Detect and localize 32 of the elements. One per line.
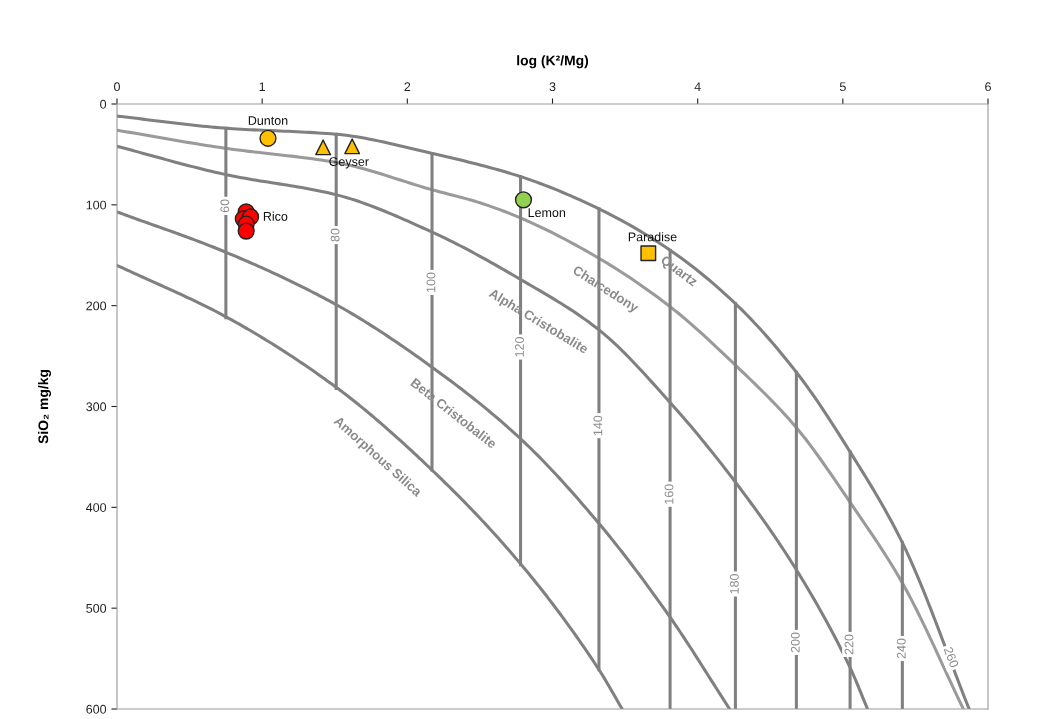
series-label: Geyser	[329, 157, 369, 169]
x-tick-label: 2	[404, 82, 411, 91]
y-tick-label: 100	[86, 200, 107, 210]
annotation: 120	[515, 337, 524, 357]
series-label: Dunton	[248, 116, 288, 125]
x-axis-title: log (K²/Mg)	[517, 55, 589, 69]
annotation: 80	[330, 228, 340, 242]
y-tick-label: 300	[86, 402, 107, 412]
y-tick-label: 200	[86, 301, 107, 311]
annotation: 160	[664, 484, 674, 504]
annotation: 140	[593, 415, 603, 436]
x-tick-label: 0	[114, 82, 120, 92]
y-tick-label: 0	[100, 99, 107, 109]
x-tick-label: 6	[985, 82, 991, 92]
annotation: 100	[426, 272, 436, 292]
x-tick-label: 3	[549, 82, 556, 92]
x-tick-label: 5	[839, 82, 846, 92]
annotation: 60	[220, 199, 230, 213]
series-label: Rico	[263, 211, 288, 221]
x-tick-label: 4	[694, 82, 701, 91]
annotation: 180	[729, 574, 739, 594]
annotation: 220	[844, 634, 854, 655]
x-tick-label: 1	[259, 82, 266, 91]
annotation: 260	[943, 646, 959, 669]
y-tick-label: 500	[86, 603, 107, 613]
y-tick-label: 400	[86, 503, 107, 512]
annotation: 200	[790, 632, 800, 653]
series-label: Lemon	[528, 208, 566, 218]
annotation: 240	[896, 638, 906, 659]
y-tick-label: 600	[86, 704, 107, 714]
series-label: Paradise	[628, 232, 677, 242]
y-axis-title: SiO₂ mg/kg	[38, 370, 52, 444]
